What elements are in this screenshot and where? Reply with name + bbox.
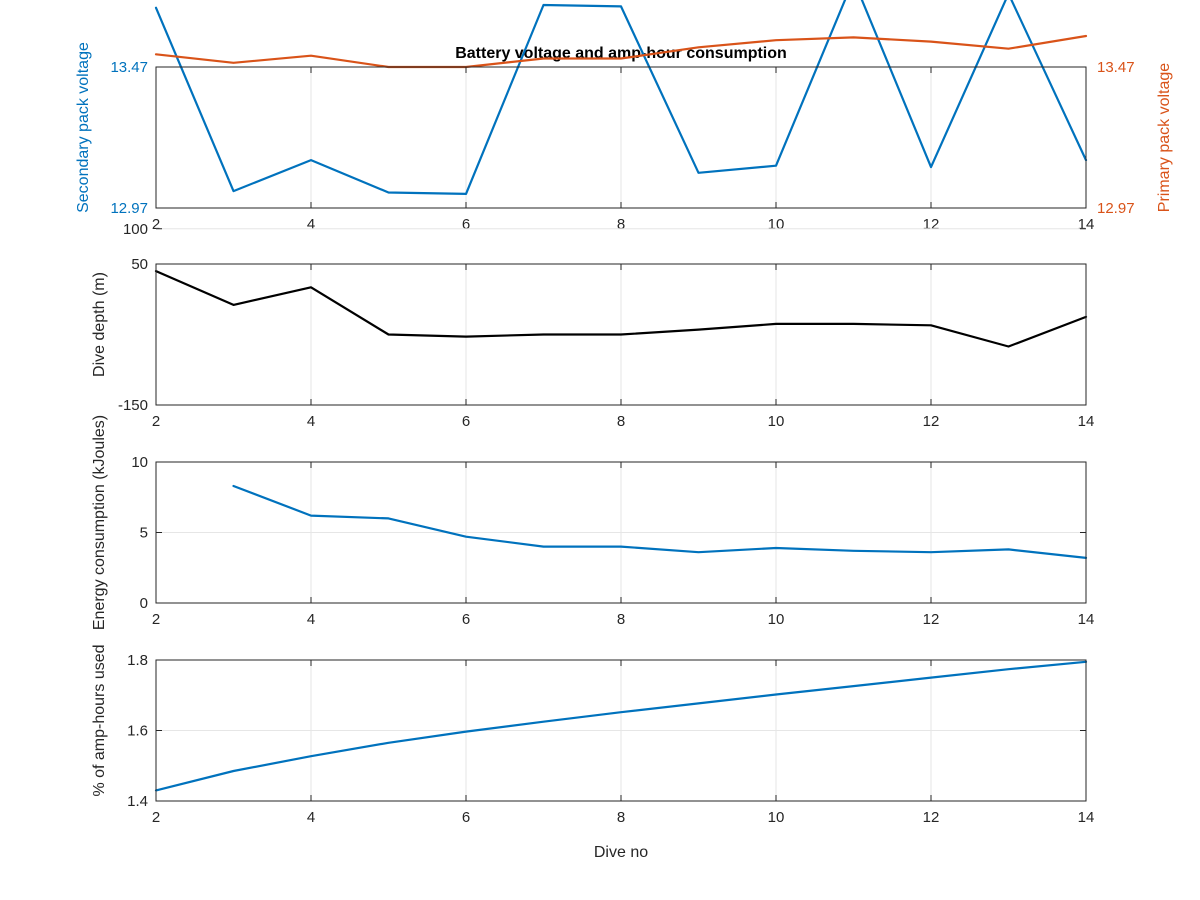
- series-line-1: [232, 484, 1088, 560]
- y-tick-label: 0: [140, 595, 148, 612]
- x-tick-label: 2: [152, 809, 160, 826]
- series-line-1: [154, 0, 1088, 195]
- x-tick-label: 2: [152, 216, 160, 233]
- y-axis-label: Energy consumption (kJoules): [91, 415, 108, 630]
- y-tick-label: 1.8: [127, 652, 148, 669]
- x-tick-label: 14: [1078, 809, 1095, 826]
- x-axis-label: Dive no: [594, 844, 648, 861]
- figure-title: Battery voltage and amp-hour consumption: [455, 45, 787, 62]
- x-tick-label: 10: [768, 611, 785, 628]
- x-tick-label: 8: [617, 413, 625, 430]
- x-tick-label: 8: [617, 216, 625, 233]
- x-tick-label: 6: [462, 809, 470, 826]
- x-tick-label: 12: [923, 611, 940, 628]
- y-axis-label: Dive depth (m): [91, 272, 108, 377]
- y-tick-label: 5: [140, 525, 148, 542]
- y-axis-label: % of amp-hours used: [91, 644, 108, 796]
- x-tick-label: 12: [923, 809, 940, 826]
- y-tick-label: 1.4: [127, 793, 148, 810]
- x-tick-label: 14: [1078, 216, 1095, 233]
- y-tick-label: -150: [118, 397, 148, 414]
- y-axis-label: Secondary pack voltage: [75, 42, 92, 213]
- x-tick-label: 12: [923, 216, 940, 233]
- x-tick-label: 4: [307, 809, 315, 826]
- y-tick-label: 12.97: [110, 200, 148, 217]
- x-tick-label: 14: [1078, 413, 1095, 430]
- y-right-tick-label: 12.97: [1097, 200, 1135, 217]
- series-line-1: [154, 270, 1088, 348]
- x-tick-label: 8: [617, 809, 625, 826]
- x-tick-label: 10: [768, 216, 785, 233]
- subplot-amp-hours: 2 4 6 8 10 12 14 1.4 1.6 1.8 % of amp-hours used: [91, 644, 1094, 826]
- x-tick-label: 4: [307, 413, 315, 430]
- subplot-depth: 2 4 6 8 10 12 14 50 100 -150 Dive depth (m): [91, 221, 1094, 430]
- x-tick-label: 2: [152, 611, 160, 628]
- y-right-tick-label: 13.47: [1097, 59, 1135, 76]
- x-tick-label: 4: [307, 216, 315, 233]
- y-tick-label: 13.47: [110, 59, 148, 76]
- y-right-axis-label: Primary pack voltage: [1156, 63, 1173, 212]
- y-tick-label: 10: [131, 454, 148, 471]
- y-tick-label: 100: [123, 221, 148, 238]
- series-line-2: [154, 34, 1088, 69]
- x-tick-label: 14: [1078, 611, 1095, 628]
- x-tick-label: 6: [462, 413, 470, 430]
- x-tick-label: 12: [923, 413, 940, 430]
- x-tick-label: 4: [307, 611, 315, 628]
- x-tick-label: 6: [462, 216, 470, 233]
- y-tick-label: 1.6: [127, 723, 148, 740]
- x-tick-label: 8: [617, 611, 625, 628]
- series-line-1: [154, 660, 1088, 792]
- x-tick-label: 10: [768, 413, 785, 430]
- x-tick-label: 2: [152, 413, 160, 430]
- subplot-energy: 2 4 6 8 10 12 14 0 5 10 Energy consumption (kJoule…: [91, 415, 1094, 630]
- x-tick-label: 6: [462, 611, 470, 628]
- x-tick-label: 10: [768, 809, 785, 826]
- y-tick-label: 50: [131, 256, 148, 273]
